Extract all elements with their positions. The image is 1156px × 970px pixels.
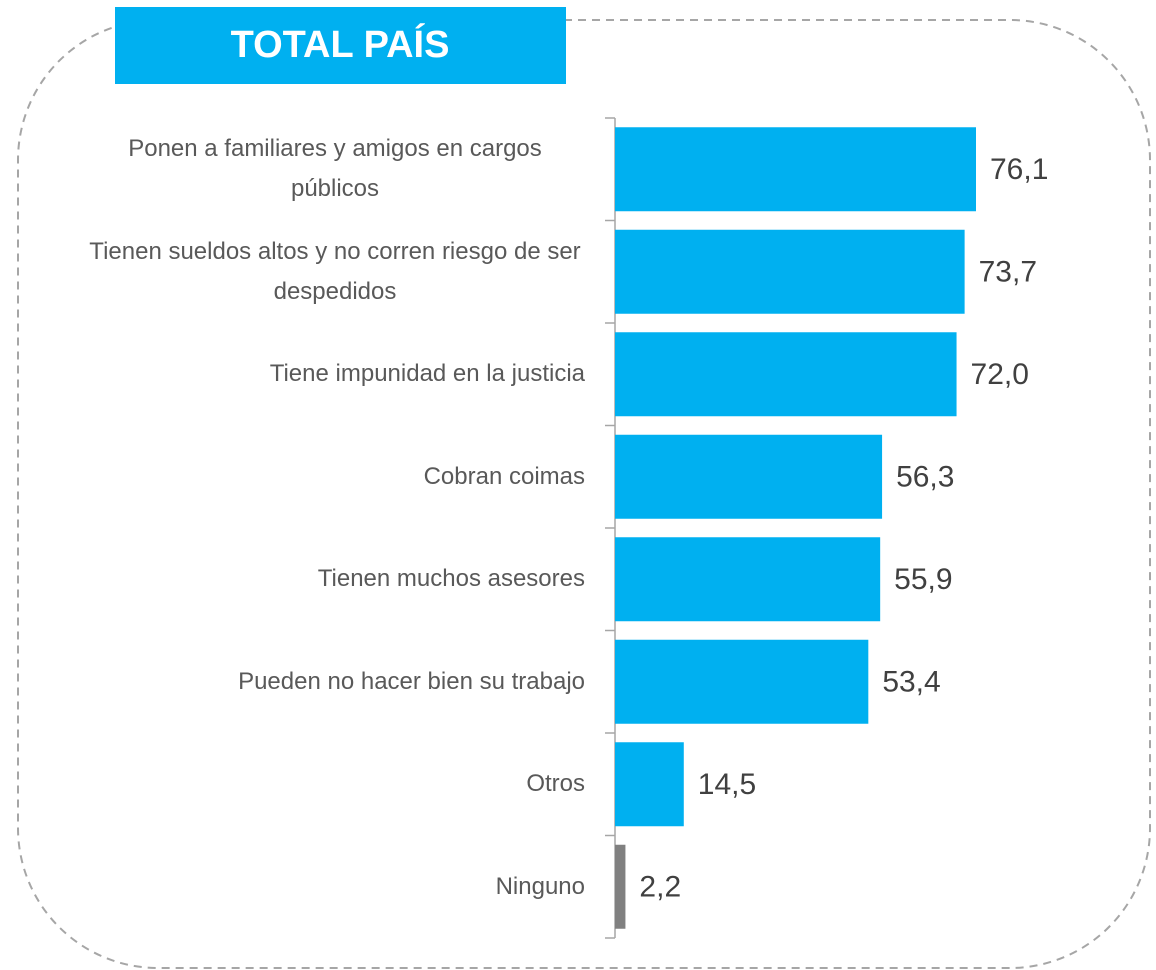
bar: [615, 332, 957, 417]
category-label: Cobran coimas: [423, 462, 585, 490]
category-label: Tienen muchos asesores: [317, 565, 585, 593]
title-box: [115, 7, 566, 84]
value-label: 73,7: [979, 256, 1037, 289]
category-label: Ponen a familiares y amigos en cargos pú…: [128, 135, 542, 203]
value-label: 14,5: [698, 768, 756, 801]
chart-title: TOTAL PAÍS: [231, 22, 450, 66]
bar: [615, 229, 965, 314]
bar: [615, 742, 684, 827]
value-label: 53,4: [882, 666, 940, 699]
value-label: 2,2: [639, 871, 681, 904]
category-label: Tiene impunidad en la justicia: [269, 360, 585, 388]
category-label: Ninguno: [495, 872, 585, 900]
frame: [17, 19, 1151, 969]
category-label: Otros: [526, 770, 585, 798]
category-label: Tienen sueldos altos y no corren riesgo …: [89, 237, 581, 305]
value-label: 56,3: [896, 461, 954, 494]
bar: [615, 127, 976, 212]
bar: [615, 434, 883, 519]
value-label: 55,9: [894, 563, 952, 596]
bar: [615, 639, 869, 724]
value-label: 72,0: [971, 358, 1029, 391]
category-label: Pueden no hacer bien su trabajo: [238, 667, 585, 695]
bar: [615, 537, 881, 622]
value-label: 76,1: [990, 153, 1048, 186]
bar: [615, 844, 626, 929]
